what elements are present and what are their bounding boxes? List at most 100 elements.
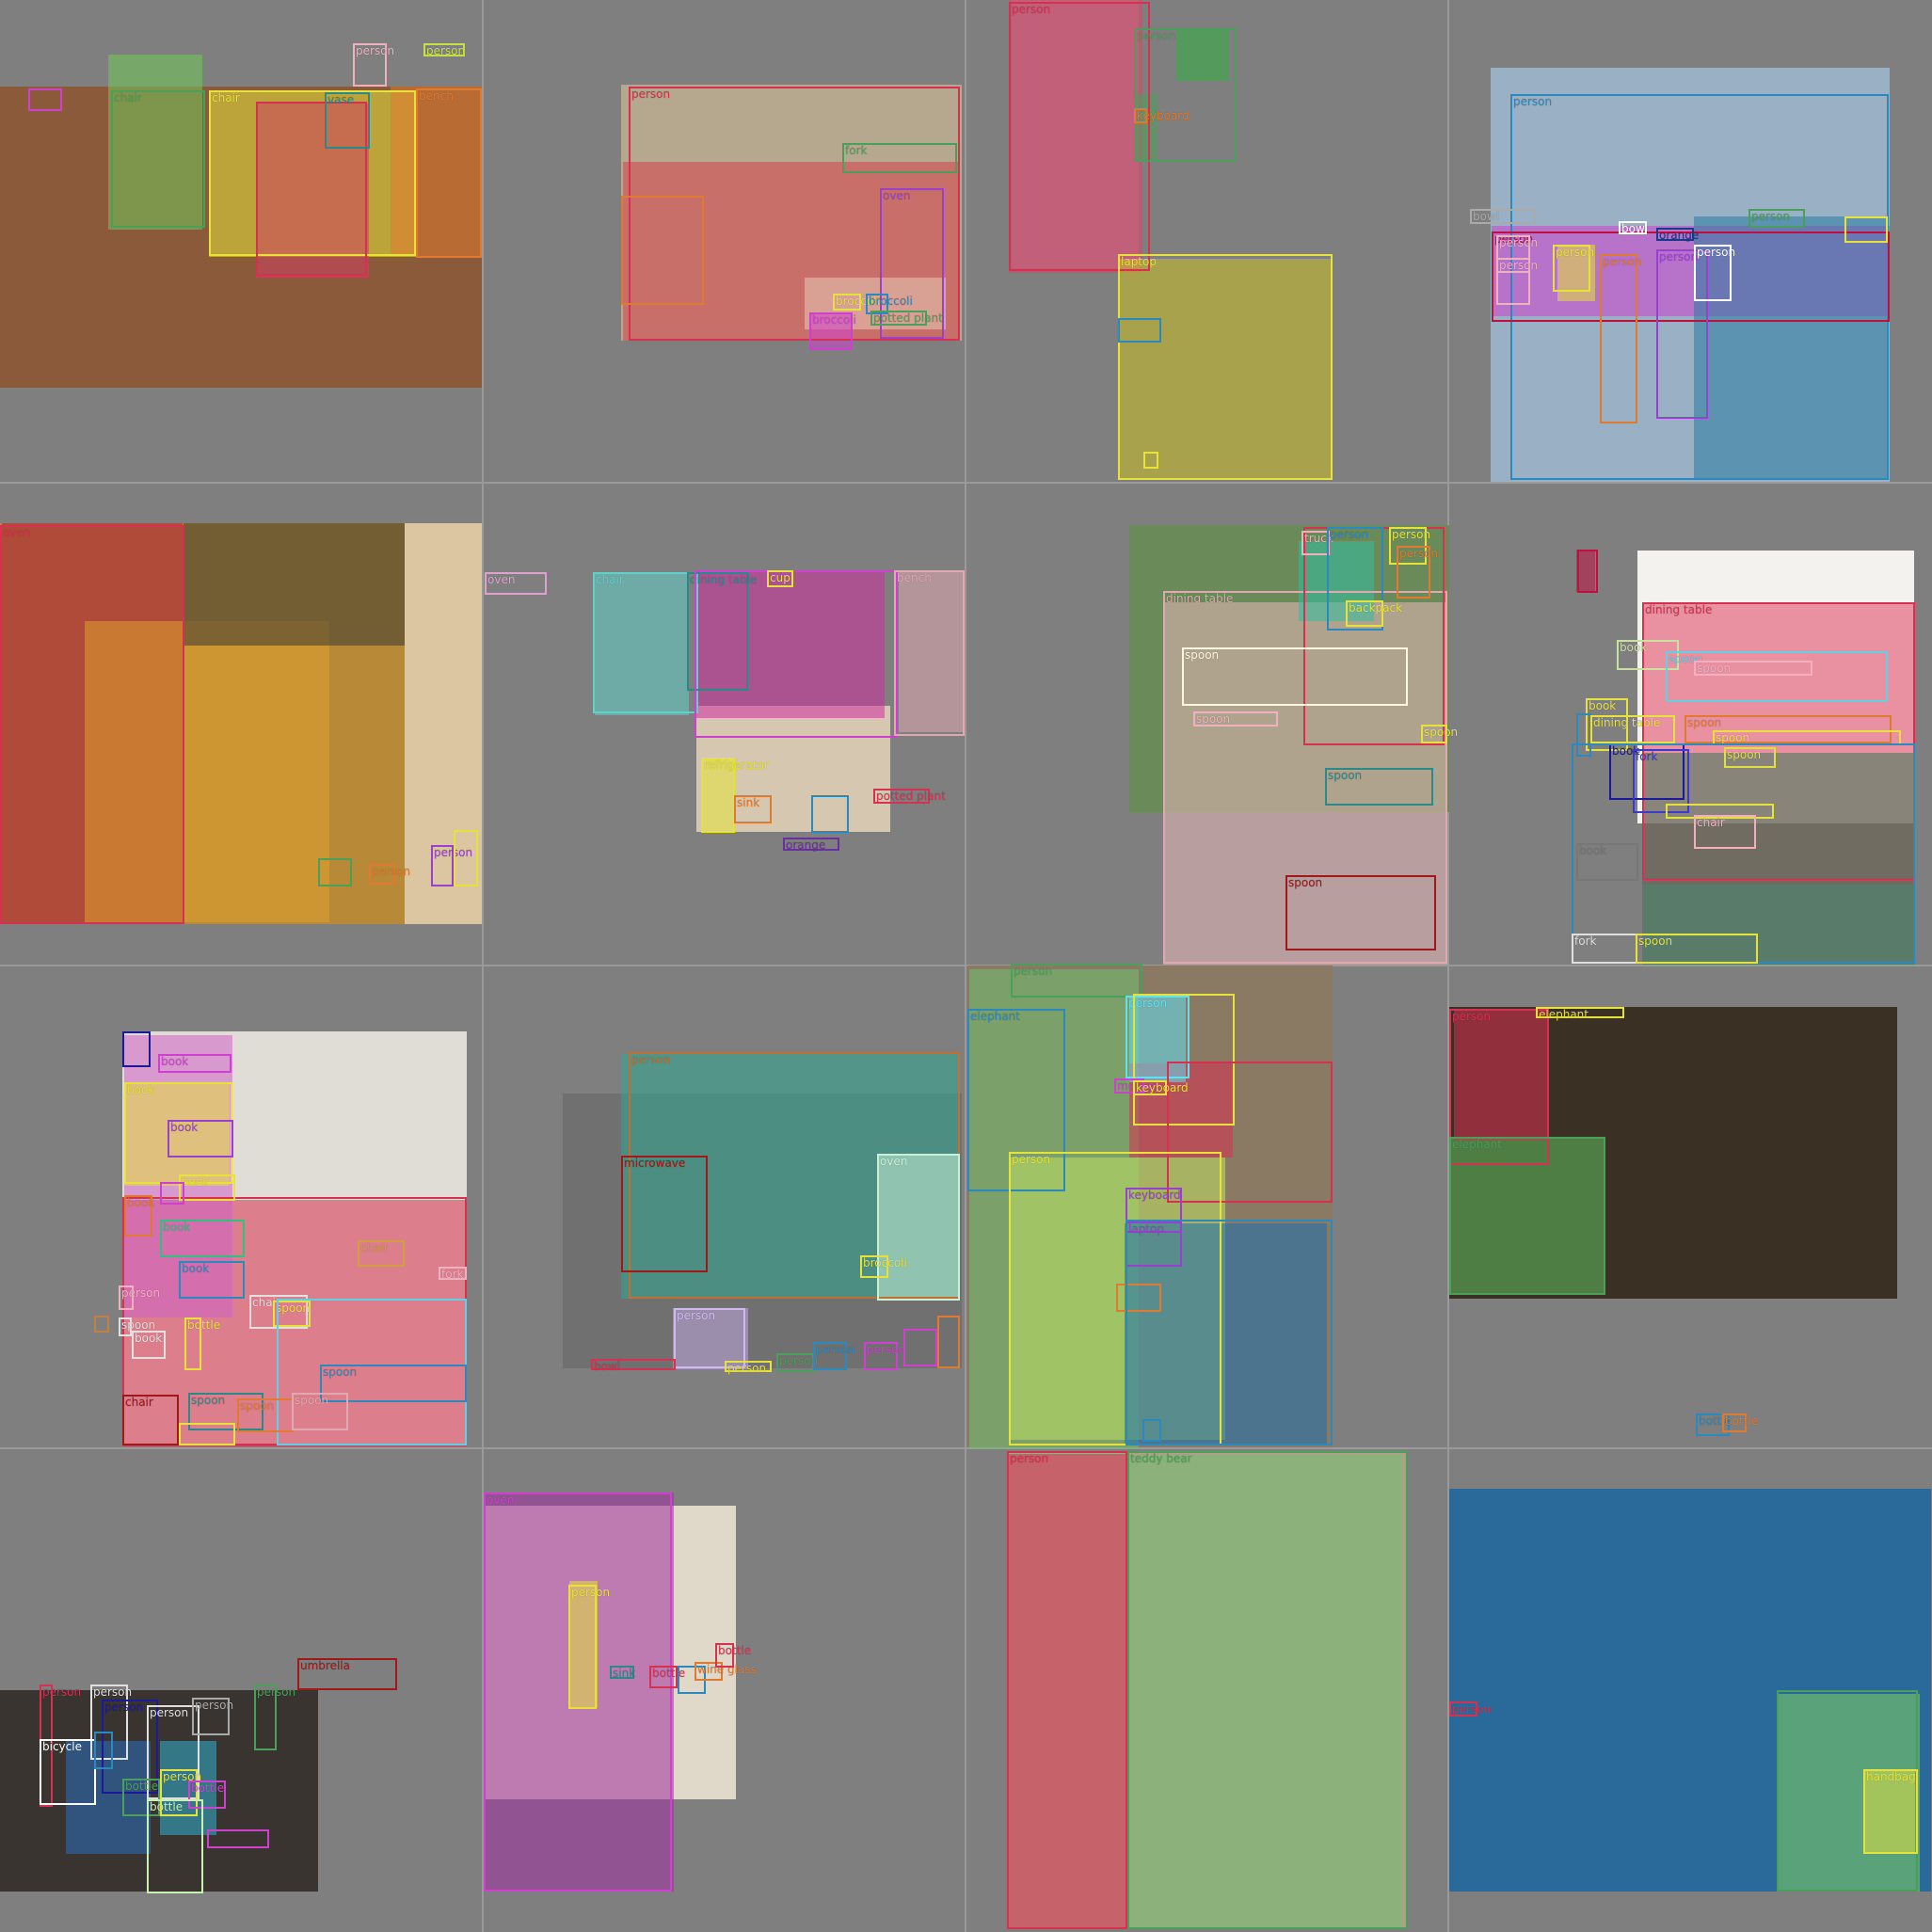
bounding-box [207, 1829, 269, 1848]
bounding-box [160, 1769, 198, 1816]
bounding-box [903, 1329, 937, 1366]
box-label: person [42, 1685, 82, 1699]
bounding-box [1116, 1284, 1161, 1312]
bounding-box [1642, 602, 1915, 880]
bounding-box [358, 1240, 405, 1267]
bounding-box [353, 43, 387, 87]
bounding-box [318, 858, 352, 886]
box-label: teddy bear [1130, 1452, 1192, 1465]
box-label: potted plant [873, 311, 943, 325]
bounding-box [880, 188, 944, 339]
bounding-box [1127, 1451, 1408, 1929]
box-label: book [127, 1083, 155, 1096]
segmentation-mask [1454, 1009, 1548, 1141]
box-label: person [1137, 29, 1176, 42]
box-label: book [127, 1196, 155, 1209]
bounding-box [147, 1799, 203, 1893]
bounding-box [1126, 996, 1190, 1078]
bounding-box [783, 838, 839, 851]
segmentation-mask [1694, 216, 1887, 480]
bounding-box [811, 795, 849, 833]
bounding-box [629, 87, 960, 341]
box-label: person [816, 1343, 855, 1356]
bounding-box [90, 1685, 128, 1760]
box-label: person [1399, 547, 1439, 560]
box-label: person [631, 1053, 671, 1066]
box-label: person [372, 865, 411, 878]
bounding-box [273, 1301, 311, 1327]
box-label: spoon [1638, 934, 1673, 948]
bounding-box [1863, 1769, 1918, 1854]
box-label: person [356, 44, 395, 57]
bounding-box [1134, 108, 1147, 123]
bounding-box [734, 795, 772, 823]
box-label: spoon [121, 1318, 156, 1332]
box-label: microwave [624, 1157, 686, 1170]
box-label: person [1499, 236, 1539, 249]
bounding-box [1346, 600, 1383, 627]
grid-divider-horizontal [0, 965, 1932, 966]
bounding-box [649, 1666, 678, 1688]
bounding-box [179, 1174, 235, 1201]
segmentation-mask [1125, 1223, 1327, 1445]
bounding-box [1666, 804, 1774, 819]
bounding-box [1724, 747, 1776, 768]
segmentation-mask [595, 574, 689, 715]
box-label: bottle [187, 1318, 221, 1332]
box-label: book [161, 1055, 189, 1068]
box-label: spoon [1196, 712, 1231, 726]
bounding-box [160, 1182, 184, 1205]
segmentation-mask [899, 572, 965, 732]
bounding-box [325, 92, 370, 149]
segmentation-mask [108, 55, 202, 230]
segmentation-mask [1129, 998, 1186, 1082]
bounding-box [1118, 318, 1161, 343]
box-label: bottle [718, 1644, 752, 1657]
bounding-box [621, 1156, 708, 1272]
box-label: chair [360, 1241, 389, 1254]
bounding-box [1748, 209, 1805, 228]
box-label: person [195, 1699, 234, 1712]
bounding-box [179, 1423, 235, 1445]
bounding-box [40, 1739, 96, 1805]
bounding-box [249, 1295, 308, 1329]
box-label: cup [770, 571, 790, 584]
bounding-box [1449, 1701, 1477, 1716]
box-label: person [677, 1309, 716, 1322]
box-label: sink [613, 1667, 636, 1680]
box-label: spoon [1424, 726, 1459, 739]
box-label: spoon [295, 1394, 329, 1407]
box-label: person [1513, 95, 1553, 108]
bounding-box [864, 1342, 898, 1370]
box-label: broccoli [812, 313, 856, 327]
box-label: spoon [1328, 769, 1363, 782]
bounding-box [1142, 1419, 1161, 1442]
box-label: bowl [1473, 210, 1500, 223]
box-label: person [434, 846, 473, 859]
bounding-box [122, 1031, 151, 1067]
bounding-box [1685, 715, 1892, 743]
bounding-box [1327, 527, 1383, 631]
box-label: chair [596, 573, 624, 586]
box-label: spoon [240, 1399, 275, 1413]
bounding-box [209, 90, 416, 256]
bounding-box [870, 311, 927, 326]
bounding-box [1325, 768, 1433, 806]
box-label: fork [845, 144, 868, 157]
bounding-box [256, 102, 367, 276]
segmentation-mask [124, 1082, 230, 1186]
box-label: vase [327, 93, 355, 106]
bounding-box [1496, 258, 1530, 305]
bounding-box [1421, 725, 1447, 743]
box-label: oven [883, 189, 911, 202]
bounding-box [591, 1359, 676, 1370]
bounding-box [842, 143, 957, 173]
box-label: person [93, 1685, 133, 1699]
box-label: person [104, 1700, 144, 1714]
segmentation-mask [405, 523, 482, 924]
box-label: elephant [1452, 1138, 1502, 1151]
bounding-box [813, 1342, 847, 1370]
bounding-box [1577, 550, 1598, 593]
box-label: book [1612, 744, 1640, 758]
bounding-box [423, 43, 465, 56]
